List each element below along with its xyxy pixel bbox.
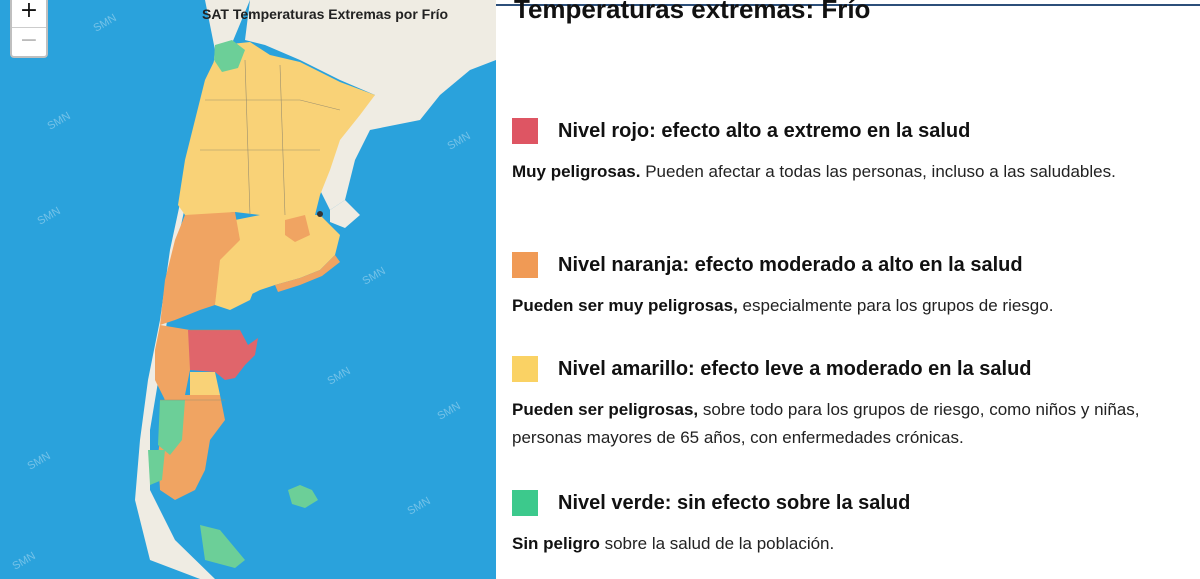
neighbor-land-west xyxy=(135,0,250,579)
zoom-in-button[interactable]: + xyxy=(19,0,39,23)
level-title: Nivel amarillo: efecto leve a moderado e… xyxy=(558,357,1032,380)
region-naranja-west xyxy=(160,212,240,325)
level-description-text: sobre la salud de la población. xyxy=(599,534,835,553)
level-description: Sin peligro sobre la salud de la poblaci… xyxy=(512,530,1182,558)
region-verde-andes-1 xyxy=(158,400,185,455)
region-naranja-center xyxy=(285,215,310,242)
map-panel[interactable]: SMN SMN SMN SMN SMN SMN SMN SMN SMN SMN … xyxy=(0,0,496,579)
region-amarillo-south xyxy=(190,372,220,395)
top-divider xyxy=(496,4,1200,6)
level-description-bold: Pueden ser peligrosas, xyxy=(512,400,699,419)
watermark: SMN xyxy=(11,550,38,573)
level-amarillo: Nivel amarillo: efecto leve a moderado e… xyxy=(512,356,1182,452)
zoom-control: + − xyxy=(10,0,48,58)
level-description-bold: Pueden ser muy peligrosas, xyxy=(512,296,738,315)
city-marker xyxy=(317,211,323,217)
watermark: SMN xyxy=(406,495,433,518)
level-swatch xyxy=(512,490,538,516)
watermark: SMN xyxy=(326,365,353,388)
level-description: Pueden ser muy peligrosas, especialmente… xyxy=(512,292,1182,320)
level-description-bold: Sin peligro xyxy=(512,534,600,553)
neighbor-land-northeast xyxy=(245,0,496,210)
level-description: Muy peligrosas. Pueden afectar a todas l… xyxy=(512,158,1182,186)
level-verde: Nivel verde: sin efecto sobre la salud S… xyxy=(512,490,1182,558)
level-description-bold: Muy peligrosas. xyxy=(512,162,641,181)
province-borders xyxy=(160,59,341,401)
region-amarillo-south-center xyxy=(215,240,262,310)
zoom-out-button[interactable]: − xyxy=(12,27,46,55)
region-naranja-coast xyxy=(275,255,340,292)
level-naranja: Nivel naranja: efecto moderado a alto en… xyxy=(512,252,1182,320)
level-swatch xyxy=(512,252,538,278)
level-title: Nivel naranja: efecto moderado a alto en… xyxy=(558,253,1023,276)
level-description-text: Pueden afectar a todas las personas, inc… xyxy=(640,162,1116,181)
watermark: SMN xyxy=(92,12,119,35)
malvinas-islands xyxy=(288,485,318,508)
map-canvas[interactable]: SMN SMN SMN SMN SMN SMN SMN SMN SMN SMN xyxy=(0,0,496,579)
region-naranja-patagonia-west xyxy=(155,325,190,400)
watermark: SMN xyxy=(446,130,473,153)
region-rojo xyxy=(188,330,258,380)
level-swatch xyxy=(512,356,538,382)
region-verde-andes-2 xyxy=(148,450,165,485)
legend-panel: Temperaturas extremas: Frío Nivel rojo: … xyxy=(496,0,1200,579)
legend-title: Temperaturas extremas: Frío xyxy=(514,0,871,24)
watermark: SMN xyxy=(46,110,73,133)
region-verde-jujuy xyxy=(214,40,245,72)
level-title: Nivel rojo: efecto alto a extremo en la … xyxy=(558,119,971,142)
uruguay-land xyxy=(330,200,360,228)
watermark: SMN xyxy=(36,205,63,228)
watermark: SMN xyxy=(361,265,388,288)
watermark: SMN xyxy=(26,450,53,473)
region-amarillo-north xyxy=(178,42,375,215)
level-description-text: especialmente para los grupos de riesgo. xyxy=(737,296,1054,315)
level-title: Nivel verde: sin efecto sobre la salud xyxy=(558,491,911,514)
level-description-text: sobre todo para los grupos de riesgo, co… xyxy=(512,400,1140,447)
watermark: SMN xyxy=(436,400,463,423)
region-verde-tierra-del-fuego xyxy=(200,525,245,568)
level-swatch xyxy=(512,118,538,144)
level-description: Pueden ser peligrosas, sobre todo para l… xyxy=(512,396,1182,452)
map-title: SAT Temperaturas Extremas por Frío xyxy=(202,6,449,22)
level-rojo: Nivel rojo: efecto alto a extremo en la … xyxy=(512,118,1182,186)
